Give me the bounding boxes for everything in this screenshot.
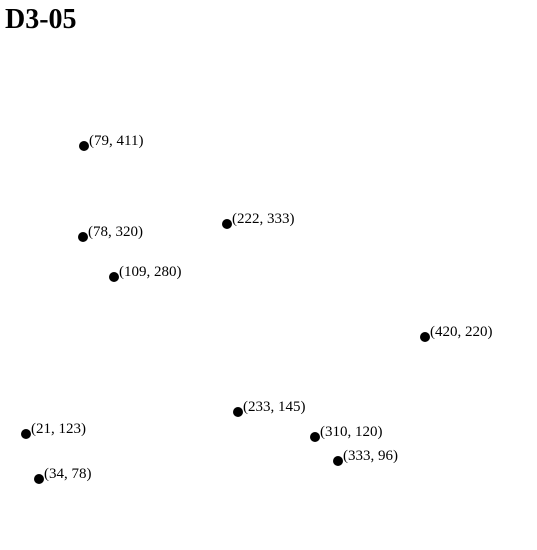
data-point-label: (34, 78) — [44, 466, 92, 482]
data-point — [233, 407, 243, 417]
data-point-label: (109, 280) — [119, 264, 182, 280]
data-point — [222, 219, 232, 229]
data-point-label: (79, 411) — [89, 133, 144, 149]
data-point-label: (233, 145) — [243, 399, 306, 415]
data-point — [79, 141, 89, 151]
data-point-label: (310, 120) — [320, 424, 383, 440]
data-point — [34, 474, 44, 484]
data-point-label: (222, 333) — [232, 211, 295, 227]
data-point — [109, 272, 119, 282]
data-point-label: (21, 123) — [31, 421, 86, 437]
data-point — [21, 429, 31, 439]
data-point — [420, 332, 430, 342]
data-point — [78, 232, 88, 242]
data-point-label: (78, 320) — [88, 224, 143, 240]
data-point — [310, 432, 320, 442]
page-title: D3-05 — [5, 4, 77, 35]
data-point-label: (333, 96) — [343, 448, 398, 464]
data-point-label: (420, 220) — [430, 324, 493, 340]
data-point — [333, 456, 343, 466]
